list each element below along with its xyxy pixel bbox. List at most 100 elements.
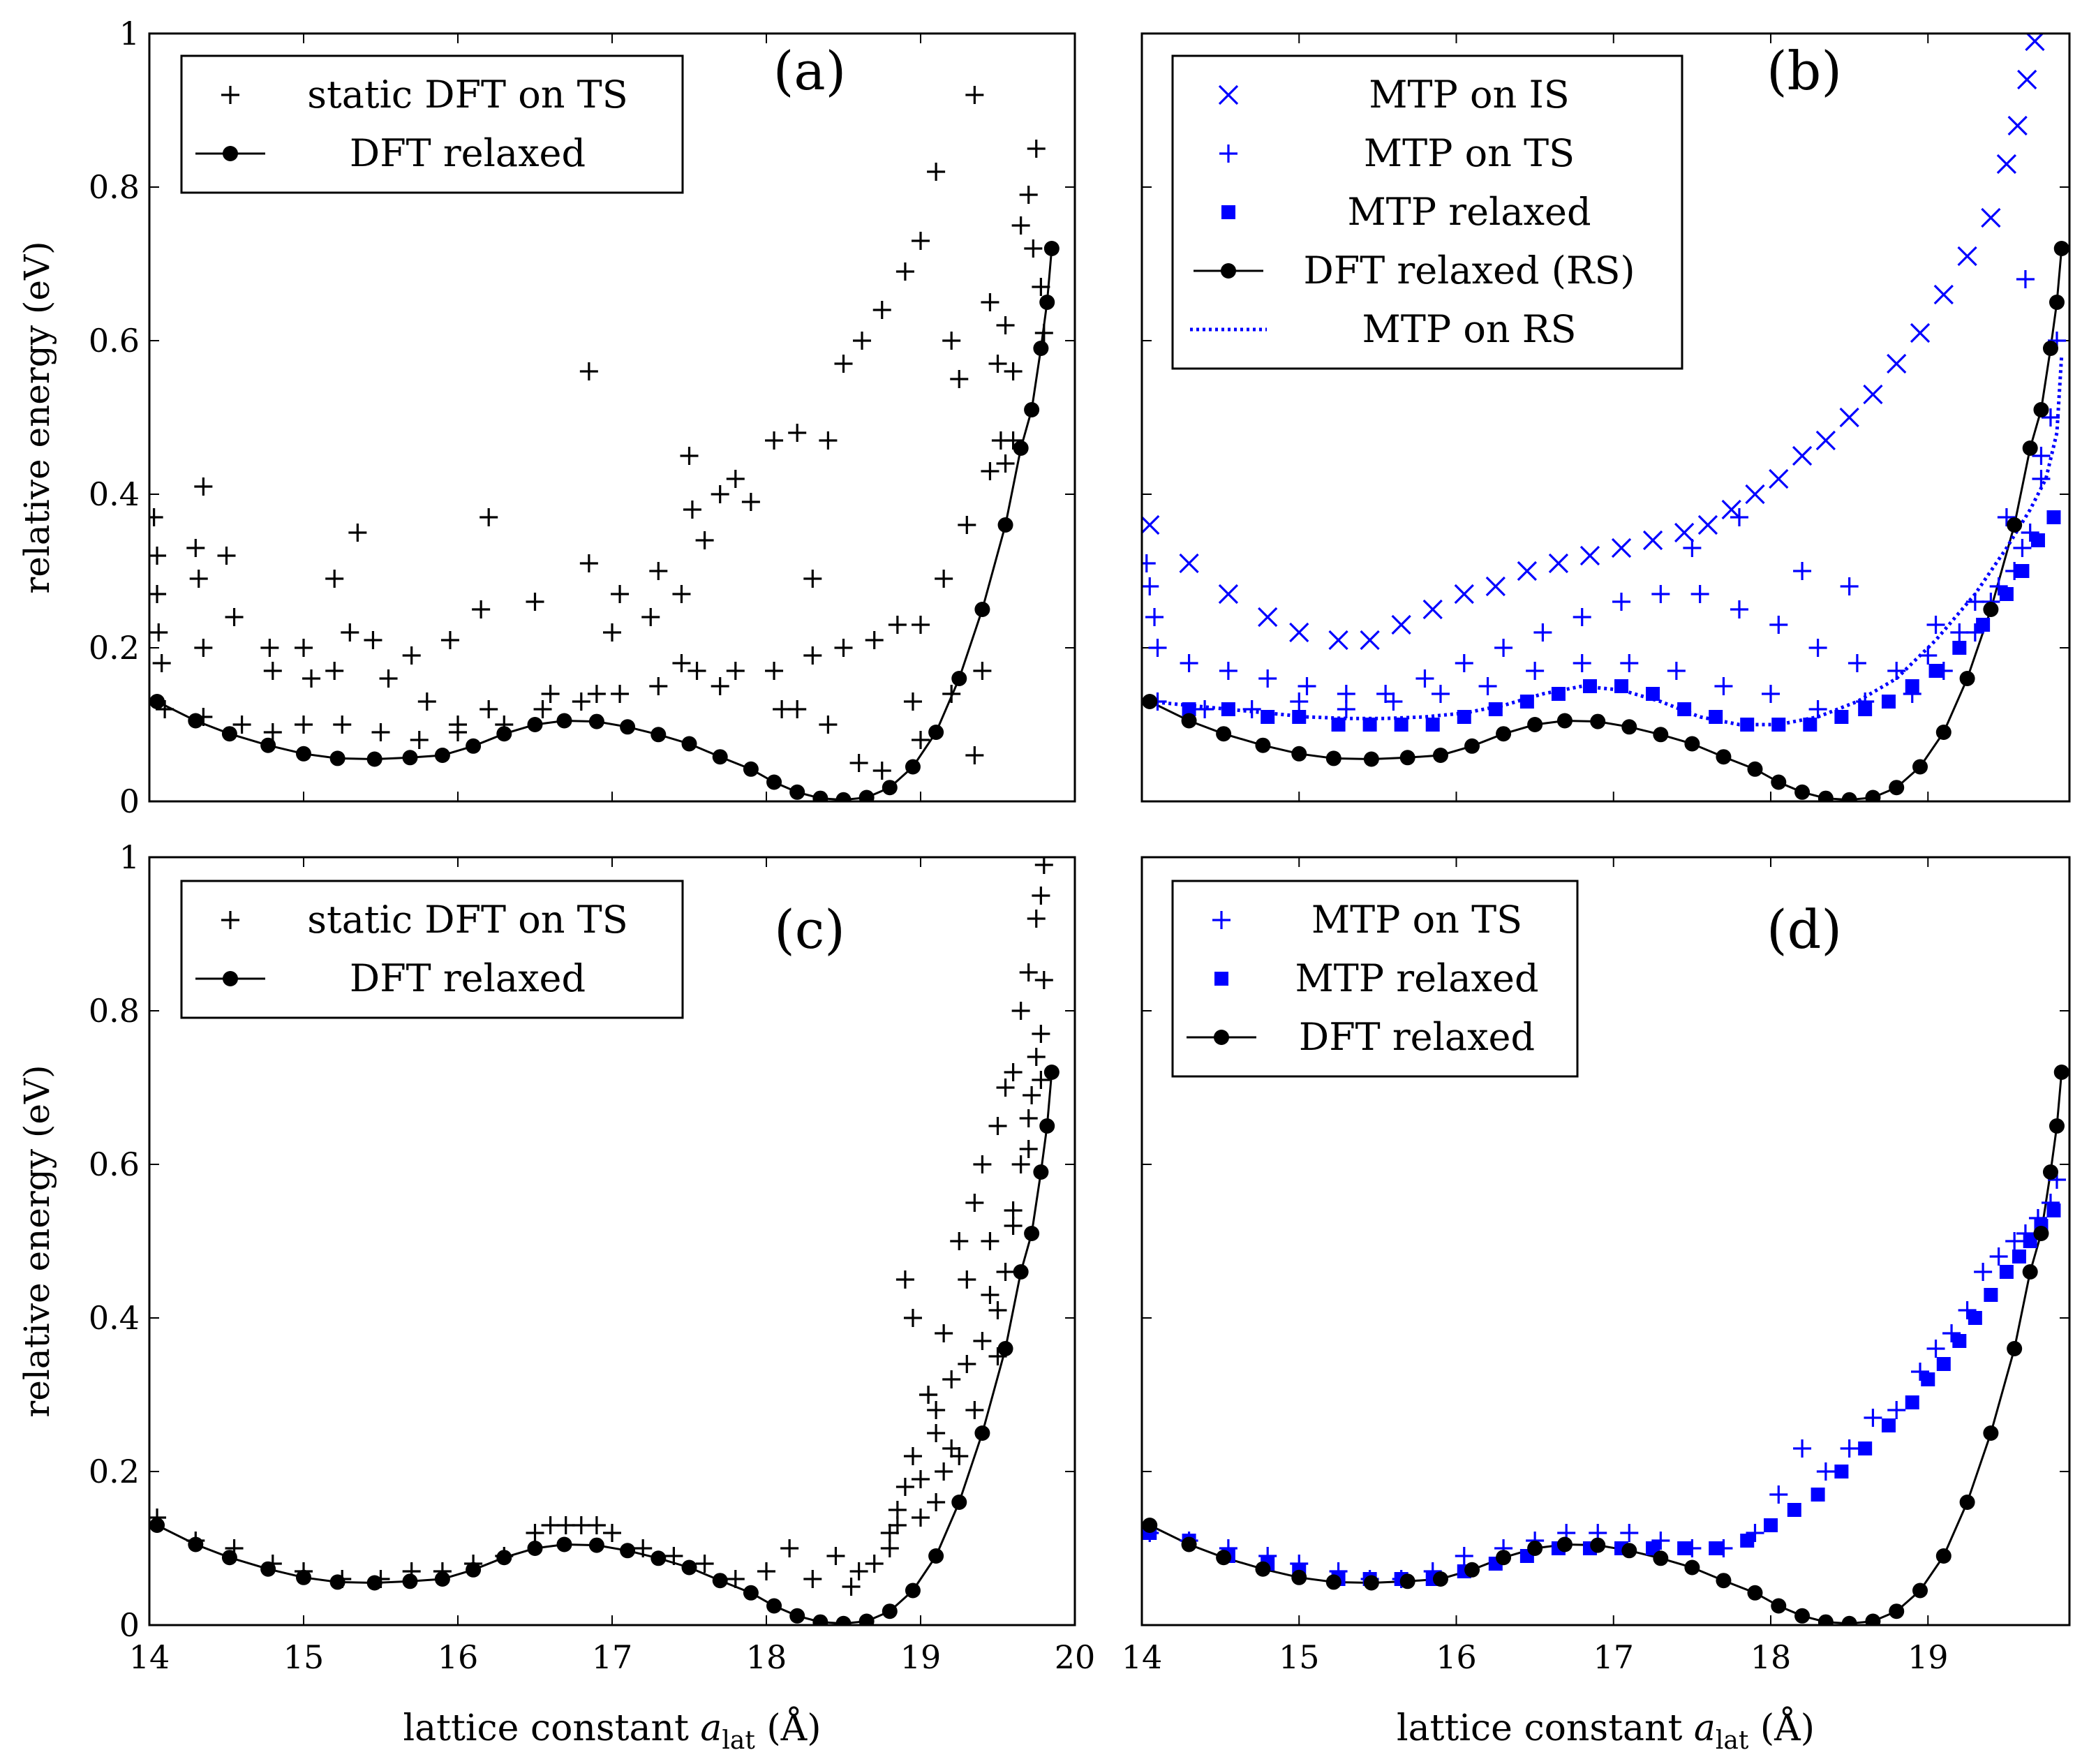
data-point — [1034, 324, 1053, 342]
legend-entry-static-dft-on-ts: static DFT on TS — [221, 898, 628, 942]
data-point — [1620, 654, 1639, 672]
data-point — [225, 608, 244, 626]
data-point — [882, 780, 898, 796]
data-point — [1464, 738, 1480, 754]
data-point — [765, 431, 784, 450]
data-point — [858, 790, 875, 801]
x-tick-label: 18 — [746, 1638, 787, 1676]
data-point — [572, 692, 590, 711]
data-point — [1926, 616, 1945, 634]
data-point — [556, 713, 572, 729]
panel-a: 0 0.2 0.4 0.6 0.8 1 relative energy (eV) (a) sta… — [17, 15, 1076, 820]
data-point — [1667, 662, 1686, 680]
data-point — [495, 1547, 514, 1565]
data-point — [1976, 618, 1991, 632]
data-point — [1612, 593, 1631, 611]
data-point — [2022, 440, 2038, 456]
series-static-dft-on-ts — [149, 86, 1053, 780]
data-point — [935, 1324, 953, 1342]
legend-entry-dft-relaxed: DFT relaxed — [1187, 1015, 1535, 1059]
data-point — [1517, 561, 1538, 581]
data-point — [189, 570, 208, 588]
legend-symbol — [1219, 144, 1237, 163]
data-point — [1996, 154, 2017, 175]
data-point — [1526, 662, 1545, 680]
data-point — [1432, 748, 1448, 763]
y-tick-label: 0.2 — [89, 1453, 140, 1490]
data-point — [1621, 719, 1637, 735]
data-point — [479, 508, 498, 526]
data-point — [1023, 1086, 1041, 1104]
data-point — [1033, 1164, 1049, 1180]
data-point — [1032, 1025, 1050, 1043]
data-point — [533, 700, 552, 718]
data-point — [526, 1524, 544, 1542]
legend-box — [180, 880, 684, 1019]
data-point — [1952, 641, 1967, 655]
data-point — [849, 754, 868, 772]
legend-symbol — [1214, 972, 1228, 986]
data-point — [1957, 246, 1977, 267]
data-point — [1834, 710, 1849, 724]
legend-entry-dft-relaxed: DFT relaxed — [195, 956, 586, 1000]
plot-area — [1142, 34, 2069, 801]
data-point — [1142, 514, 1160, 535]
data-point — [1258, 669, 1277, 688]
panel-label: (d) — [1767, 898, 1842, 961]
data-point — [951, 671, 967, 686]
data-point — [1983, 1425, 1999, 1441]
data-point — [156, 700, 174, 718]
data-point — [1337, 700, 1355, 718]
data-point — [1004, 1201, 1023, 1220]
data-point — [766, 774, 782, 790]
legend-box — [1171, 54, 1683, 370]
data-point — [2033, 402, 2049, 417]
plot-area — [149, 86, 1060, 801]
legend: MTP on IS MTP on TS MTP relaxed DFT relaxed… — [1171, 54, 1683, 370]
data-point — [1415, 669, 1434, 688]
data-point — [1019, 1140, 1038, 1158]
data-point — [1455, 654, 1473, 672]
data-point — [743, 1585, 759, 1601]
series-dft-relaxed — [149, 241, 1060, 801]
data-point — [1769, 468, 1789, 489]
data-point — [417, 692, 436, 711]
legend-label: MTP on TS — [1311, 898, 1522, 942]
data-point — [687, 662, 706, 680]
data-point — [1997, 508, 2016, 526]
data-point — [664, 1547, 683, 1565]
data-point — [1928, 664, 1943, 678]
data-point — [1620, 1524, 1639, 1542]
data-point — [1432, 1571, 1448, 1587]
data-point — [296, 746, 311, 762]
data-point — [965, 1194, 984, 1212]
data-point — [1360, 630, 1380, 651]
data-point — [1221, 702, 1235, 716]
data-point — [1677, 702, 1692, 716]
series-mtp-on-ts — [1142, 270, 2066, 718]
data-point — [149, 547, 167, 565]
data-point — [1376, 685, 1395, 703]
data-point — [149, 508, 163, 526]
data-point — [996, 1263, 1015, 1281]
data-point — [912, 232, 930, 250]
y-tick-label: 0 — [119, 1606, 140, 1644]
data-point — [188, 713, 204, 729]
data-point — [1013, 440, 1029, 456]
data-point — [1180, 654, 1198, 672]
data-point — [1043, 1065, 1060, 1080]
data-point — [766, 1598, 782, 1614]
data-point — [1004, 362, 1023, 380]
data-point — [726, 662, 745, 680]
data-point — [981, 293, 999, 311]
data-point — [1762, 685, 1781, 703]
data-point — [333, 1570, 352, 1588]
data-point — [1298, 677, 1316, 695]
x-tick-label: 18 — [1750, 1638, 1792, 1676]
data-point — [991, 431, 1010, 450]
legend-entry-dft-relaxed: DFT relaxed — [195, 131, 586, 175]
data-point — [912, 731, 930, 749]
y-tick-label: 0.2 — [89, 629, 140, 667]
data-point — [1803, 718, 1817, 732]
data-point — [329, 750, 345, 766]
